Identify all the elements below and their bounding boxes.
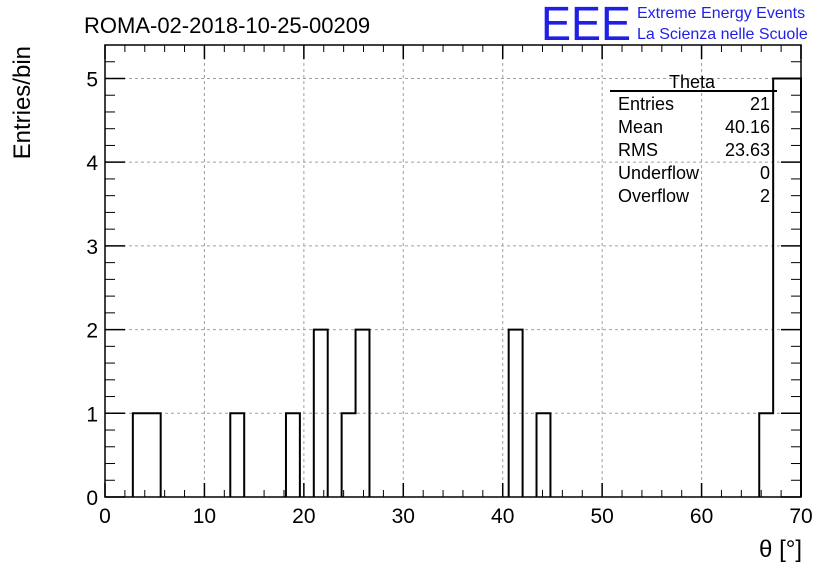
histogram-bin [133,413,147,497]
chart-title: ROMA-02-2018-10-25-00209 [84,13,370,38]
x-tick-label: 60 [690,505,713,528]
stats-value: 2 [760,186,770,206]
eee-logo: EEE Extreme Energy Events La Scienza nel… [541,0,808,51]
stats-label: Overflow [618,186,690,206]
y-axis-label: Entries/bin [9,46,36,159]
x-tick-label: 40 [491,505,514,528]
stats-label: RMS [618,140,658,160]
x-tick-label: 30 [392,505,415,528]
stats-label: Mean [618,117,663,137]
stats-rows: Entries 21 Mean 40.16 RMS 23.63 Underflow 0 Over… [618,94,770,206]
stats-value: 40.16 [725,117,770,137]
grid-lines [105,45,801,497]
histogram-outline [131,77,802,497]
histogram-bin [147,413,161,497]
y-tick-label: 0 [86,487,98,510]
y-tick-label: 4 [86,152,98,175]
logo-line-2: La Scienza nelle Scuole [637,26,808,43]
stats-box: Theta Entries 21 Mean 40.16 RMS 23.63 Underflo… [610,72,777,206]
histogram-bin [787,78,801,497]
histogram-bin [759,413,773,497]
histogram-bin [537,413,551,497]
histogram-bins [133,78,801,497]
x-tick-label: 20 [292,505,315,528]
stats-value: 21 [750,94,770,114]
stats-value: 0 [760,163,770,183]
y-tick-label: 1 [86,403,98,426]
x-tick-label: 70 [789,505,812,528]
x-tick-label: 10 [193,505,216,528]
y-tick-label: 5 [86,68,98,91]
logo-text: EEE [541,0,631,51]
stats-label: Underflow [618,163,700,183]
x-tick-labels: 0 10 20 30 40 50 60 70 [99,505,813,528]
stats-value: 23.63 [725,140,770,160]
histogram-bin [342,413,356,497]
stats-label: Entries [618,94,674,114]
y-tick-labels: 0 1 2 3 4 5 [86,68,98,510]
x-tick-label: 50 [590,505,613,528]
logo-line-1: Extreme Energy Events [637,5,805,22]
y-tick-label: 2 [86,320,98,343]
x-axis-label: θ [°] [759,536,802,563]
histogram-bin [773,78,787,497]
stats-title: Theta [669,72,716,92]
axis-ticks [104,44,802,498]
histogram-bin [230,413,244,497]
x-tick-label: 0 [99,505,111,528]
histogram-bin [286,413,300,497]
y-tick-label: 3 [86,236,98,259]
plot-frame [104,44,802,498]
